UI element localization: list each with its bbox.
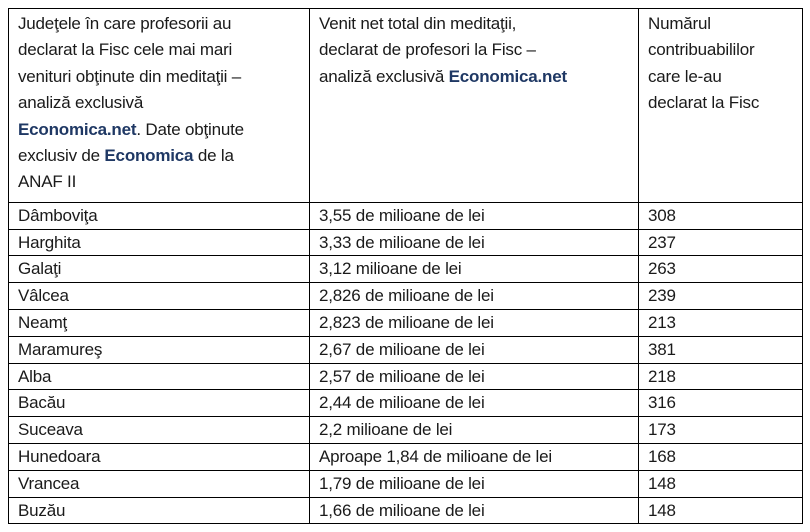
income-cell: 3,55 de milioane de lei (309, 201, 639, 230)
county-cell: Alba (8, 362, 310, 391)
income-cell: 1,79 de milioane de lei (309, 469, 639, 498)
economica-brand-link[interactable]: Economica (104, 146, 194, 166)
header-row: Judeţele în care profesorii au declarat … (8, 8, 803, 203)
income-cell: 2,44 de milioane de lei (309, 389, 639, 418)
income-cell: 3,12 milioane de lei (309, 255, 639, 284)
header-venit: Venit net total din meditaţii, declarat … (309, 8, 639, 203)
count-cell: 148 (638, 496, 803, 525)
table-row: Maramureş 2,67 de milioane de lei 381 (8, 335, 803, 364)
income-cell: 2,2 milioane de lei (309, 416, 639, 445)
county-cell: Buzău (8, 496, 310, 525)
county-cell: Galaţi (8, 255, 310, 284)
table-row: Buzău 1,66 de milioane de lei 148 (8, 496, 803, 525)
count-cell: 148 (638, 469, 803, 498)
table-row: Vâlcea 2,826 de milioane de lei 239 (8, 282, 803, 311)
table-row: Suceava 2,2 milioane de lei 173 (8, 416, 803, 445)
header-judete-text-1: Judeţele în care profesorii au declarat … (18, 14, 242, 113)
count-cell: 316 (638, 389, 803, 418)
table-row: Galaţi 3,12 milioane de lei 263 (8, 255, 803, 284)
meditatii-table-container: Judeţele în care profesorii au declarat … (8, 8, 803, 525)
header-judete-text-2: . Date obţinute exclusiv de (18, 119, 244, 166)
table-row: Dâmboviţa 3,55 de milioane de lei 308 (8, 201, 803, 230)
county-cell: Bacău (8, 389, 310, 418)
income-cell: 2,823 de milioane de lei (309, 309, 639, 337)
count-cell: 213 (638, 309, 803, 337)
county-cell: Vâlcea (8, 282, 310, 311)
economica-net-brand-link-2[interactable]: Economica.net (448, 66, 568, 86)
count-cell: 173 (638, 416, 803, 445)
table-row: Vrancea 1,79 de milioane de lei 148 (8, 469, 803, 498)
table-row: Harghita 3,33 de milioane de lei 237 (8, 228, 803, 257)
county-cell: Suceava (8, 416, 310, 445)
income-cell: 2,826 de milioane de lei (309, 282, 639, 311)
count-cell: 239 (638, 282, 803, 311)
county-cell: Maramureş (8, 335, 310, 364)
table-row: Alba 2,57 de milioane de lei 218 (8, 362, 803, 391)
count-cell: 237 (638, 228, 803, 257)
count-cell: 308 (638, 201, 803, 230)
meditatii-income-table: Judeţele în care profesorii au declarat … (8, 8, 803, 525)
header-venit-text-1: Venit net total din meditaţii, declarat … (319, 14, 536, 86)
header-numar-text: Numărul contribuabililor care le-au decl… (648, 14, 760, 113)
table-row: Hunedoara Aproape 1,84 de milioane de lei… (8, 443, 803, 471)
header-judete-text-3: de la ANAF II (18, 146, 234, 192)
table-row: Neamţ 2,823 de milioane de lei 213 (8, 309, 803, 337)
income-cell: 1,66 de milioane de lei (309, 496, 639, 525)
income-cell: 2,67 de milioane de lei (309, 335, 639, 364)
header-judete: Judeţele în care profesorii au declarat … (8, 8, 310, 203)
county-cell: Neamţ (8, 309, 310, 337)
table-body: Dâmboviţa 3,55 de milioane de lei 308 Hargh… (8, 201, 803, 525)
income-cell: 2,57 de milioane de lei (309, 362, 639, 391)
header-numar-contribuabili: Numărul contribuabililor care le-au decl… (638, 8, 803, 203)
count-cell: 381 (638, 335, 803, 364)
income-cell: Aproape 1,84 de milioane de lei (309, 443, 639, 471)
county-cell: Harghita (8, 228, 310, 257)
county-cell: Hunedoara (8, 443, 310, 471)
county-cell: Dâmboviţa (8, 201, 310, 230)
county-cell: Vrancea (8, 469, 310, 498)
income-cell: 3,33 de milioane de lei (309, 228, 639, 257)
table-row: Bacău 2,44 de milioane de lei 316 (8, 389, 803, 418)
count-cell: 263 (638, 255, 803, 284)
count-cell: 168 (638, 443, 803, 471)
count-cell: 218 (638, 362, 803, 391)
economica-net-brand-link[interactable]: Economica.net (18, 119, 137, 139)
